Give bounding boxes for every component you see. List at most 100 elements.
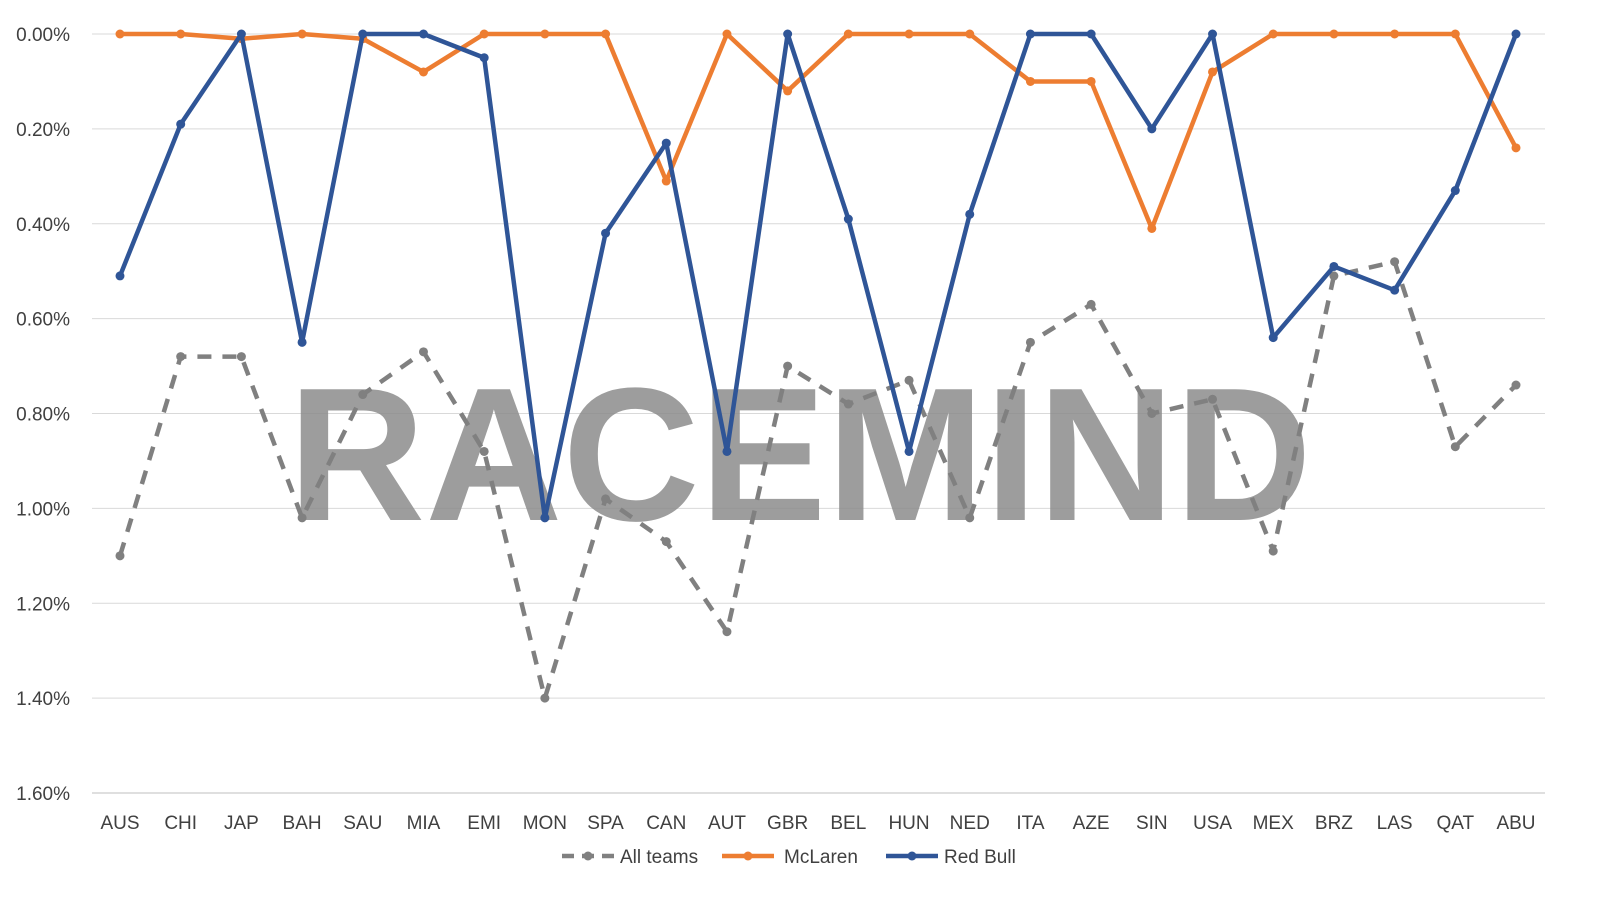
data-point-all-teams-spa	[601, 494, 611, 504]
data-point-all-teams-brz	[1329, 271, 1339, 281]
data-point-red-bull-mex	[1268, 333, 1278, 343]
y-tick-label: 0.80%	[16, 405, 70, 426]
data-point-red-bull-chi	[176, 119, 186, 129]
x-tick-label-spa: SPA	[587, 813, 624, 834]
data-point-all-teams-sau	[358, 390, 368, 400]
y-axis: 0.00% 0.20% 0.40% 0.60% 0.80% 1.00% 1.20% 1.40%…	[16, 25, 70, 805]
legend-marker-mclaren	[743, 851, 753, 861]
legend: All teams McLaren Red Bull	[562, 847, 1016, 868]
x-tick-label-hun: HUN	[888, 813, 929, 834]
data-point-red-bull-usa	[1208, 29, 1218, 39]
x-tick-label-qat: QAT	[1436, 813, 1474, 834]
data-point-red-bull-aze	[1086, 29, 1096, 39]
data-point-mclaren-emi	[479, 29, 489, 39]
data-point-all-teams-can	[661, 537, 671, 547]
x-tick-label-can: CAN	[646, 813, 686, 834]
x-tick-label-bah: BAH	[283, 813, 322, 834]
y-tick-label: 1.40%	[16, 689, 70, 710]
y-tick-label: 0.60%	[16, 310, 70, 331]
data-point-mclaren-chi	[176, 29, 186, 39]
data-point-mclaren-mex	[1268, 29, 1278, 39]
legend-marker-all-teams	[583, 851, 593, 861]
x-tick-label-ita: ITA	[1016, 813, 1044, 834]
data-point-all-teams-mon	[540, 693, 550, 703]
x-tick-label-sin: SIN	[1136, 813, 1168, 834]
data-point-red-bull-ned	[965, 209, 975, 219]
data-point-mclaren-sin	[1147, 223, 1157, 233]
data-point-red-bull-gbr	[783, 29, 793, 39]
data-point-mclaren-ita	[1025, 76, 1035, 86]
data-point-red-bull-bel	[843, 214, 853, 224]
data-point-red-bull-abu	[1511, 29, 1521, 39]
series-line-red-bull	[117, 31, 1519, 521]
series-red-bull	[115, 29, 1521, 523]
y-tick-label: 0.00%	[16, 25, 70, 46]
x-tick-label-aze: AZE	[1073, 813, 1110, 834]
data-point-mclaren-bah	[297, 29, 307, 39]
data-point-red-bull-aus	[115, 271, 125, 281]
data-point-all-teams-aze	[1086, 299, 1096, 309]
data-point-mclaren-usa	[1208, 67, 1218, 77]
data-point-mclaren-qat	[1450, 29, 1460, 39]
data-point-red-bull-qat	[1450, 186, 1460, 196]
data-point-all-teams-ned	[965, 513, 975, 523]
x-tick-label-abu: ABU	[1496, 813, 1535, 834]
data-point-mclaren-brz	[1329, 29, 1339, 39]
x-tick-label-aut: AUT	[708, 813, 746, 834]
data-point-all-teams-las	[1390, 257, 1400, 267]
x-tick-label-brz: BRZ	[1315, 813, 1353, 834]
data-point-mclaren-mia	[418, 67, 428, 77]
x-tick-label-chi: CHI	[164, 813, 197, 834]
series-mclaren	[115, 29, 1521, 233]
data-point-mclaren-abu	[1511, 143, 1521, 153]
data-point-mclaren-las	[1390, 29, 1400, 39]
y-tick-label: 0.40%	[16, 215, 70, 236]
data-point-mclaren-can	[661, 176, 671, 186]
data-point-mclaren-gbr	[783, 86, 793, 96]
x-tick-label-usa: USA	[1193, 813, 1232, 834]
data-point-red-bull-las	[1390, 285, 1400, 295]
series-line-mclaren	[117, 31, 1519, 231]
x-tick-label-mia: MIA	[407, 813, 441, 834]
data-point-red-bull-hun	[904, 446, 914, 456]
data-point-all-teams-emi	[479, 446, 489, 456]
watermark: RACEMIND	[288, 349, 1312, 561]
data-point-mclaren-aut	[722, 29, 732, 39]
data-point-all-teams-mex	[1268, 546, 1278, 556]
legend-marker-red-bull	[907, 851, 917, 861]
grid-lines	[92, 33, 1545, 794]
data-point-red-bull-spa	[601, 228, 611, 238]
data-point-all-teams-bah	[297, 513, 307, 523]
data-point-red-bull-mia	[418, 29, 428, 39]
series-line-all-teams	[117, 259, 1518, 701]
data-point-mclaren-bel	[843, 29, 853, 39]
data-point-red-bull-ita	[1025, 29, 1035, 39]
data-point-all-teams-sin	[1147, 409, 1157, 418]
data-point-all-teams-bel	[843, 399, 853, 409]
x-tick-label-sau: SAU	[343, 813, 382, 834]
legend-item-all-teams: All teams	[562, 847, 698, 868]
data-point-all-teams-qat	[1450, 442, 1460, 452]
data-point-red-bull-sin	[1147, 124, 1157, 134]
data-point-all-teams-ita	[1025, 337, 1035, 347]
data-point-red-bull-aut	[722, 446, 732, 456]
y-tick-label: 0.20%	[16, 120, 70, 141]
data-point-all-teams-jap	[236, 352, 246, 362]
data-point-red-bull-sau	[358, 29, 368, 39]
data-point-red-bull-can	[661, 138, 671, 148]
data-point-all-teams-aus	[115, 551, 125, 561]
data-point-all-teams-aut	[722, 627, 732, 637]
series-layer	[115, 29, 1521, 703]
legend-label-all-teams: All teams	[620, 847, 698, 868]
data-point-red-bull-brz	[1329, 261, 1339, 271]
data-point-all-teams-hun	[904, 375, 914, 385]
legend-label-mclaren: McLaren	[784, 847, 858, 868]
x-tick-label-bel: BEL	[830, 813, 866, 834]
data-point-all-teams-abu	[1511, 380, 1521, 390]
y-tick-label: 1.60%	[16, 784, 70, 805]
data-point-mclaren-spa	[601, 29, 611, 39]
x-tick-label-ned: NED	[950, 813, 990, 834]
data-point-red-bull-jap	[236, 29, 246, 39]
y-tick-label: 1.20%	[16, 594, 70, 615]
